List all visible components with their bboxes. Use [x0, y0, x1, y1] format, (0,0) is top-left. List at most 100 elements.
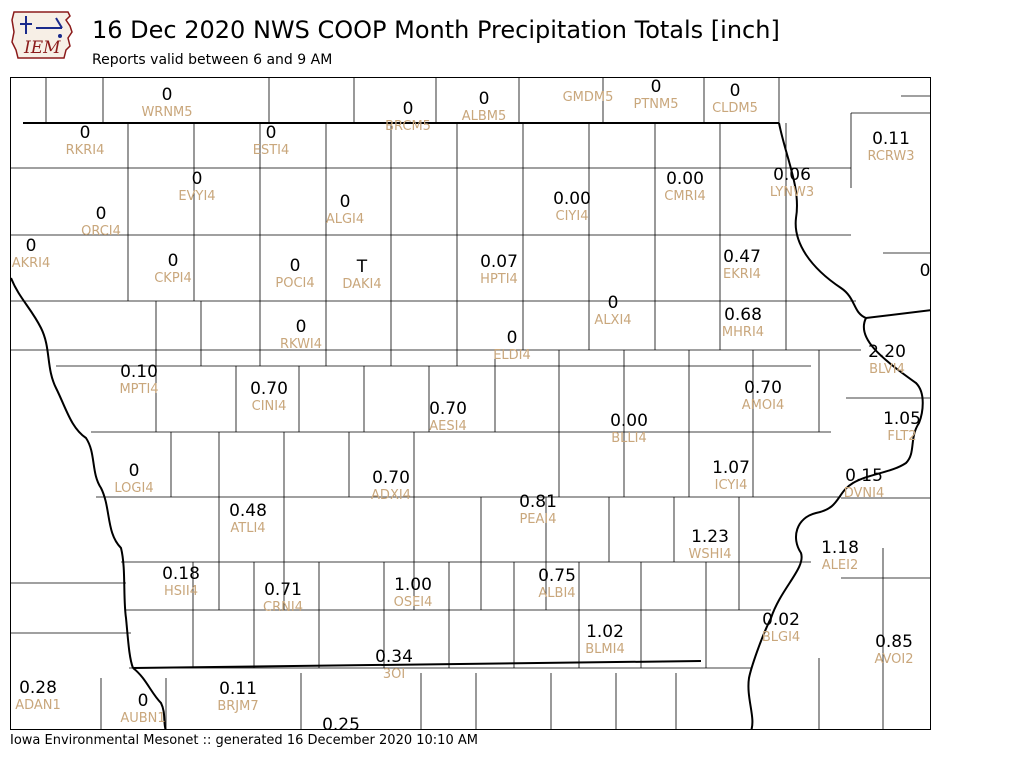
- station-id: DVNI4: [843, 486, 885, 501]
- station-id: HSII4: [164, 584, 198, 599]
- precip-value: 1.05: [883, 409, 921, 429]
- precip-value: 0: [167, 251, 179, 271]
- station-id: ALEI2: [821, 558, 859, 573]
- precip-value: 0.11: [872, 129, 910, 149]
- station-observation: 0.85 AVOI2: [874, 633, 914, 668]
- station-id: 3OI: [382, 667, 406, 682]
- station-observation: 0 EVYI4: [178, 169, 216, 205]
- station-observation: 0.10 MPTI4: [119, 363, 159, 398]
- station-observation: 0 POCI4: [275, 257, 315, 292]
- precip-value: 1.18: [821, 538, 859, 558]
- precip-value: 0.70: [429, 399, 467, 419]
- station-observation: 0 ELDI4: [493, 328, 531, 364]
- station-observation: 0.02 BLGI4: [762, 611, 800, 646]
- station-observation: 1.18 ALEI2: [821, 538, 859, 574]
- county-boundaries: [11, 78, 930, 729]
- station-id: AMOI4: [741, 398, 785, 413]
- precip-value: 0: [161, 85, 173, 105]
- precip-value: 0: [650, 77, 662, 97]
- station-id: CKPI4: [154, 271, 192, 286]
- station-observation: 0.07 HPTI4: [480, 253, 518, 288]
- station-id: BRJM7: [217, 699, 259, 714]
- precip-value: 0: [607, 293, 619, 313]
- station-id: ORCI4: [81, 224, 121, 239]
- precip-value: 0: [339, 192, 351, 212]
- station-id: WRNM5: [141, 105, 193, 120]
- precip-value: 0.81: [519, 492, 557, 512]
- precip-value: 1.00: [394, 575, 432, 595]
- station-observation: 0.71 CRNI4: [263, 581, 303, 616]
- precip-value: 0: [25, 236, 37, 256]
- precip-value: 1.23: [691, 527, 729, 547]
- precip-value: 0.47: [723, 247, 761, 267]
- station-observation: 0.70 CINI4: [250, 379, 288, 415]
- station-observation: 0 BRCM5: [385, 100, 431, 135]
- precip-value: 0: [729, 81, 741, 101]
- station-observation: T DAKI4: [342, 258, 381, 293]
- station-observation: 0.68 MHRI4: [721, 305, 765, 341]
- station-observation: 0 ALBM5: [461, 89, 507, 125]
- station-observation: 0: [919, 261, 931, 281]
- station-observation: 0.75 ALBI4: [538, 566, 576, 602]
- precip-value: 0: [295, 317, 307, 337]
- station-observation: 0.70 ADXI4: [371, 468, 411, 504]
- station-observation: 0.81 PEAI4: [519, 492, 557, 528]
- station-observation: 0.15 DVNI4: [843, 467, 885, 502]
- station-id: RKWI4: [279, 337, 323, 352]
- station-id: AESI4: [429, 419, 467, 434]
- station-observation: 0.11 BRJM7: [217, 679, 259, 715]
- station-id: BLLI4: [611, 431, 647, 446]
- precip-value: 0.00: [553, 189, 591, 209]
- station-id: OSEI4: [393, 595, 433, 610]
- station-id: ESTI4: [252, 143, 290, 158]
- station-observation: 0 PTNM5: [634, 78, 679, 112]
- station-observation: 0 ESTI4: [252, 123, 290, 159]
- station-observation: 1.07 ICYI4: [712, 459, 750, 494]
- station-id: POCI4: [275, 276, 315, 291]
- precipitation-map: 0 WRNM5 0 BRCM5 0 ALBM5 GMDM5 0 PTNM5 0 CLDM5 0.11 R…: [10, 77, 931, 730]
- precip-value: 0.70: [250, 379, 288, 399]
- precip-value: 0: [506, 328, 518, 348]
- station-id: GMDM5: [562, 90, 614, 105]
- station-id: RCRW3: [867, 149, 915, 164]
- station-id: EKRI4: [723, 267, 761, 282]
- precip-value: 0: [191, 169, 203, 189]
- precip-value: 0: [265, 123, 277, 143]
- station-observation: 0 AKRI4: [11, 236, 51, 272]
- precip-value: 0.75: [538, 566, 576, 586]
- station-id: AKRI4: [11, 256, 51, 271]
- station-id: WSHI4: [688, 547, 732, 562]
- station-id: ADAN1: [15, 698, 61, 713]
- precip-value: 0: [478, 89, 490, 109]
- station-id: EVYI4: [178, 189, 216, 204]
- station-id: PTNM5: [633, 97, 679, 112]
- precip-value: 0.11: [219, 679, 257, 699]
- station-id: CRNI4: [263, 600, 303, 615]
- precip-value: 0: [919, 261, 931, 281]
- precip-value: 0.68: [724, 305, 762, 325]
- precip-value: 0.18: [162, 564, 200, 584]
- station-observation: 0 RKRI4: [65, 124, 105, 159]
- station-id: ALBM5: [461, 109, 507, 124]
- iem-logo: IEM: [10, 6, 76, 66]
- station-observation: 1.05 FLT2: [883, 409, 921, 445]
- station-observation: 0 CKPI4: [154, 251, 192, 287]
- station-id: ALXI4: [594, 313, 632, 328]
- station-id: CINI4: [251, 399, 287, 414]
- precip-value: 0.70: [372, 468, 410, 488]
- station-id: AUBN1: [120, 711, 166, 726]
- station-id: BLVI4: [869, 362, 905, 377]
- station-observation: 1.02 BLMI4: [585, 623, 624, 658]
- station-observation: 0.00 BLLI4: [610, 412, 648, 447]
- station-observation: 0 AUBN1: [120, 692, 166, 727]
- page-subtitle: Reports valid between 6 and 9 AM: [92, 52, 333, 68]
- station-id: AVOI2: [874, 652, 914, 667]
- station-id: MPTI4: [119, 382, 159, 397]
- station-observation: 1.23 WSHI4: [688, 527, 732, 563]
- station-id: MHRI4: [721, 325, 765, 340]
- station-observation: 0.28 ADAN1: [15, 679, 61, 714]
- footer-credit: Iowa Environmental Mesonet :: generated …: [10, 733, 478, 748]
- station-id: RKRI4: [65, 143, 105, 158]
- station-id: PEAI4: [519, 512, 557, 527]
- station-observation: 0 ALXI4: [594, 293, 632, 329]
